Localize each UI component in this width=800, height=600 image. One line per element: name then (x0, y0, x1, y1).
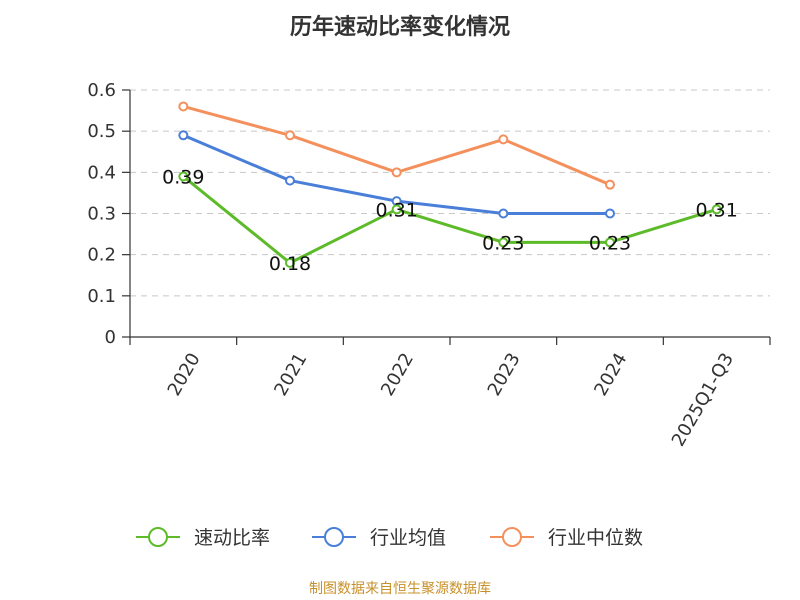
y-tick-label: 0.2 (87, 245, 116, 266)
legend: 速动比率 行业均值 行业中位数 (136, 527, 643, 549)
data-labels: 0.39 0.18 0.31 0.23 0.23 0.31 (162, 166, 738, 274)
series-point-0 (285, 257, 295, 268)
series-line-0 (182, 175, 718, 265)
series-point-1 (605, 208, 615, 219)
series-point-0 (498, 237, 509, 248)
data-label: 0.23 (482, 232, 524, 254)
series-point-2 (285, 130, 295, 141)
y-tick-label: 0.4 (87, 162, 116, 183)
axes: 0 0.1 0.2 0.3 0.4 0.5 0.6 2020 2021 2022 2023 2024 2… (87, 80, 771, 450)
x-tick-label: 2022 (377, 349, 418, 399)
legend-label: 行业中位数 (548, 527, 643, 549)
legend-swatch-marker (324, 527, 344, 547)
y-tick-label: 0.3 (87, 204, 116, 225)
x-tick-label: 2021 (270, 349, 311, 399)
data-label: 0.18 (269, 253, 311, 275)
y-tick-label: 0.6 (87, 80, 116, 101)
series-point-2 (498, 134, 509, 145)
data-label: 0.31 (376, 199, 418, 221)
series-point-0 (605, 237, 615, 248)
x-tick-label: 2025Q1-Q3 (668, 349, 738, 450)
y-tick-label: 0.5 (87, 121, 116, 142)
series-point-2 (605, 179, 615, 190)
series-point-0 (178, 171, 189, 182)
series-point-1 (178, 130, 189, 141)
source-note: 制图数据来自恒生聚源数据库 (309, 581, 491, 597)
series-point-1 (285, 175, 295, 186)
legend-swatch-marker (148, 527, 168, 547)
series-point-0 (391, 204, 402, 215)
legend-label: 行业均值 (370, 527, 446, 549)
x-tick-label: 2023 (484, 349, 525, 399)
legend-label: 速动比率 (194, 527, 270, 549)
y-tick-label: 0 (105, 327, 116, 348)
x-tick-label: 2024 (590, 349, 631, 399)
chart-title: 历年速动比率变化情况 (290, 14, 510, 40)
series-point-0 (711, 204, 722, 215)
series-point-2 (178, 101, 189, 112)
grid (130, 89, 770, 297)
series-layer (178, 101, 722, 268)
x-tick-label: 2020 (164, 349, 205, 399)
series-point-2 (391, 167, 402, 178)
y-tick-label: 0.1 (87, 286, 116, 307)
series-point-1 (498, 208, 509, 219)
data-label: 0.39 (162, 166, 204, 188)
data-label: 0.23 (589, 232, 631, 254)
legend-swatch-marker (502, 527, 522, 547)
data-label: 0.31 (696, 199, 738, 221)
